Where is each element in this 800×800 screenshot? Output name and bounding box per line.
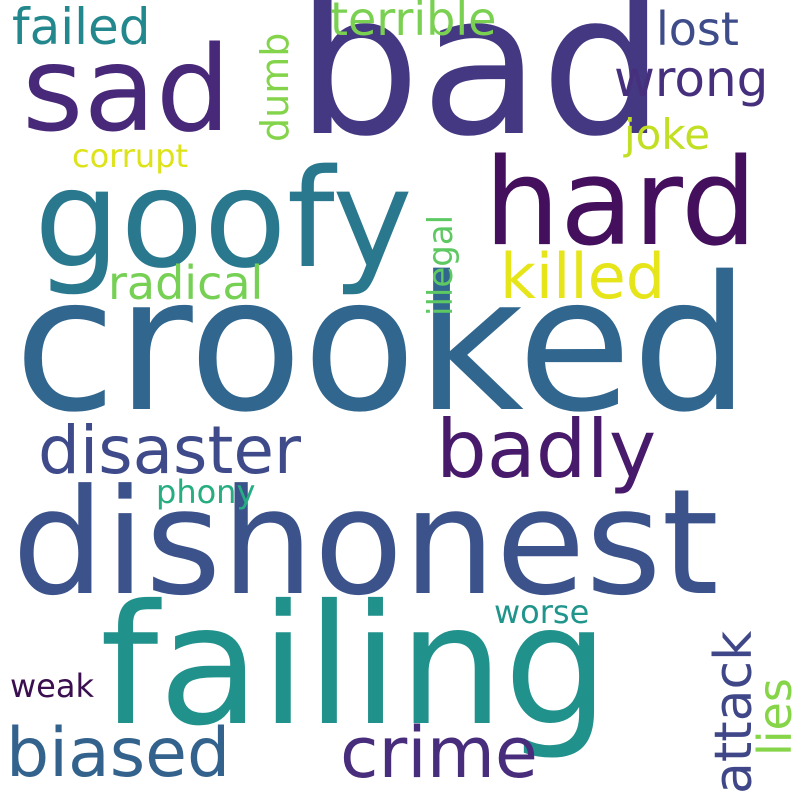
word-bad: bad (296, 0, 665, 180)
word-phony: phony (156, 473, 256, 511)
word-sad: sad (22, 20, 231, 158)
word-dumb: dumb (253, 32, 297, 142)
word-hard: hard (484, 134, 757, 273)
word-biased: biased (6, 714, 231, 793)
word-radical: radical (108, 256, 264, 310)
word-killed: killed (500, 240, 666, 313)
word-lost: lost (656, 2, 739, 56)
word-illegal: illegal (421, 214, 461, 316)
word-lies: lies (748, 678, 800, 756)
word-corrupt: corrupt (72, 137, 189, 175)
word-disaster: disaster (38, 412, 302, 489)
word-goofy: goofy (34, 141, 413, 299)
word-dishonest: dishonest (12, 458, 719, 628)
word-terrible: terrible (330, 0, 497, 46)
word-wrong: wrong (614, 50, 769, 108)
word-worse: worse (494, 593, 590, 631)
word-crime: crime (340, 712, 538, 794)
word-failing: failing (100, 570, 610, 763)
word-joke: joke (624, 110, 711, 159)
word-badly: badly (436, 403, 657, 496)
word-failed: failed (12, 0, 151, 56)
word-weak: weak (10, 667, 94, 705)
word-crooked: crooked (14, 236, 750, 453)
